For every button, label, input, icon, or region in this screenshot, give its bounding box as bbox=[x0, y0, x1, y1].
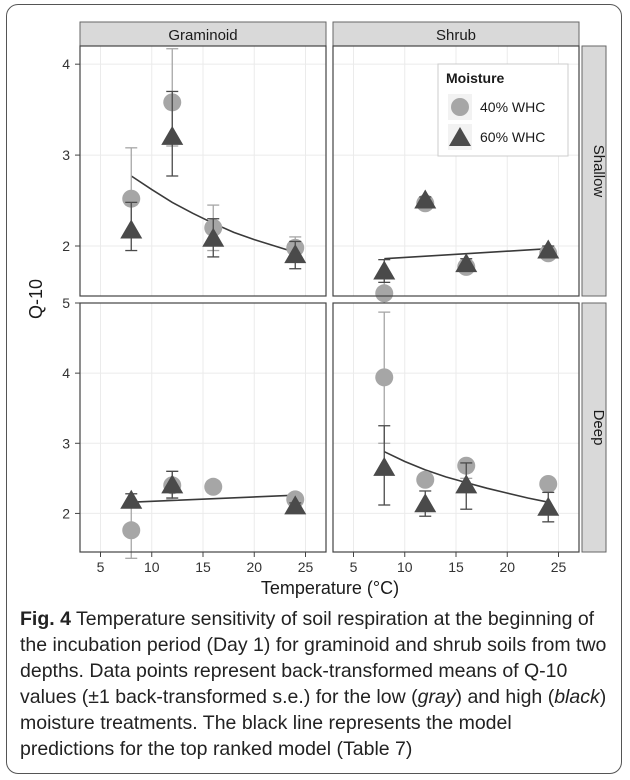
y-axis-title: Q-10 bbox=[26, 279, 46, 319]
x-tick-label: 15 bbox=[195, 559, 211, 575]
data-point-60-whc bbox=[455, 474, 478, 494]
data-point-60-whc bbox=[284, 495, 307, 515]
figure-caption: Fig. 4 Temperature sensitivity of soil r… bbox=[20, 606, 610, 762]
data-point-60-whc bbox=[120, 219, 143, 239]
data-point-60-whc bbox=[120, 489, 143, 509]
legend-triangle-marker bbox=[449, 127, 471, 146]
data-point-40-whc bbox=[539, 474, 558, 493]
column-strip-label: Shrub bbox=[436, 27, 476, 44]
data-point-60-whc bbox=[161, 125, 184, 145]
data-point-60-whc bbox=[537, 239, 560, 259]
x-tick-label: 10 bbox=[144, 559, 160, 575]
y-tick-label: 2 bbox=[62, 238, 70, 254]
faceted-scatter-chart: Graminoid Shrub Shallow Deep 2 3 4 2 3 4 5 5 10 15 20 2… bbox=[26, 21, 607, 598]
column-strip-shrub bbox=[332, 21, 580, 47]
data-point-40-whc bbox=[416, 470, 435, 489]
panel-border bbox=[332, 45, 580, 297]
data-point-60-whc bbox=[373, 456, 396, 476]
data-point-60-whc bbox=[284, 244, 307, 264]
row-strip-deep bbox=[581, 302, 607, 553]
data-point-60-whc bbox=[537, 496, 560, 516]
panel-shrub-deep bbox=[332, 302, 580, 553]
legend: Moisture 40% WHC 60% WHC bbox=[437, 63, 569, 157]
x-tick-label: 5 bbox=[97, 559, 105, 575]
x-tick-label: 20 bbox=[499, 559, 515, 575]
y-tick-label: 3 bbox=[62, 435, 70, 451]
data-point-60-whc bbox=[373, 260, 396, 280]
x-tick-label: 25 bbox=[551, 559, 567, 575]
model-prediction-line bbox=[131, 494, 296, 503]
data-point-40-whc bbox=[375, 284, 394, 303]
data-point-40-whc bbox=[204, 477, 223, 496]
data-point-60-whc bbox=[202, 227, 225, 247]
data-point-60-whc bbox=[161, 474, 184, 494]
row-strip-label: Deep bbox=[590, 410, 607, 446]
panel-graminoid-deep bbox=[79, 302, 327, 559]
row-strip-shallow bbox=[581, 45, 607, 297]
caption-text-part-3: ) moisture treatments. The black line re… bbox=[20, 686, 607, 760]
y-tick-label: 4 bbox=[62, 56, 70, 72]
panel-graminoid-shallow bbox=[79, 45, 327, 297]
y-tick-label: 3 bbox=[62, 147, 70, 163]
row-strip-label: Shallow bbox=[590, 145, 607, 198]
y-tick-label: 5 bbox=[62, 295, 70, 311]
x-tick-label: 15 bbox=[448, 559, 464, 575]
data-point-40-whc bbox=[122, 189, 141, 208]
data-point-40-whc bbox=[122, 521, 141, 540]
legend-circle-marker bbox=[451, 98, 469, 116]
data-point-60-whc bbox=[414, 493, 437, 513]
caption-black-word: black bbox=[554, 686, 600, 708]
column-strip-label: Graminoid bbox=[168, 27, 237, 44]
x-tick-label: 10 bbox=[397, 559, 413, 575]
x-axis-title: Temperature (°C) bbox=[261, 578, 399, 598]
data-point-60-whc bbox=[455, 253, 478, 273]
caption-text-part-1: Temperature sensitivity of soil respirat… bbox=[20, 608, 607, 708]
legend-label-40-whc: 40% WHC bbox=[480, 99, 545, 115]
legend-label-60-whc: 60% WHC bbox=[480, 129, 545, 145]
y-tick-label: 4 bbox=[62, 365, 70, 381]
caption-gray-word: gray bbox=[417, 686, 456, 708]
data-point-60-whc bbox=[414, 189, 437, 209]
caption-text-part-2: ) and high ( bbox=[455, 686, 555, 708]
x-tick-label: 20 bbox=[246, 559, 262, 575]
figure-frame bbox=[6, 4, 622, 774]
figure-label: Fig. 4 bbox=[20, 608, 71, 630]
data-point-40-whc bbox=[375, 368, 394, 387]
panel-border bbox=[79, 45, 327, 297]
x-tick-label: 25 bbox=[298, 559, 314, 575]
legend-title: Moisture bbox=[446, 70, 505, 86]
y-tick-label: 2 bbox=[62, 505, 70, 521]
x-tick-label: 5 bbox=[350, 559, 358, 575]
